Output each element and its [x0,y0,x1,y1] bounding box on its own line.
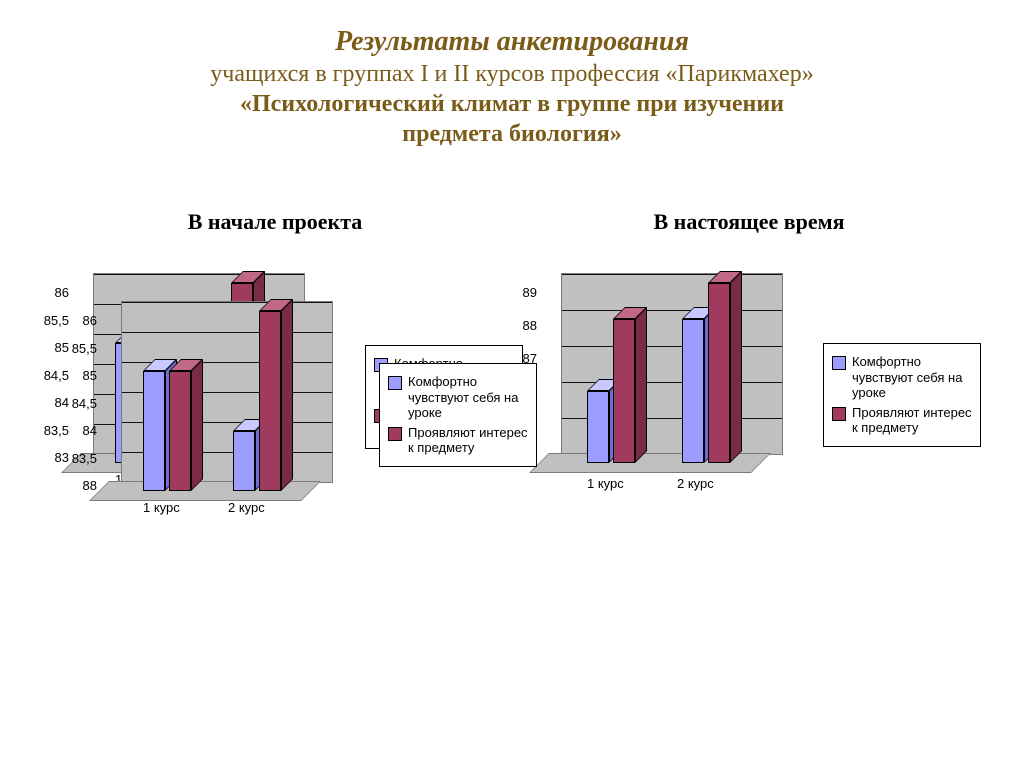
title-block: Результаты анкетирования учащихся в груп… [40,24,984,149]
charts-row: В начале проекта 86 85,5 85 84,5 84 83,5… [40,209,984,545]
ytick: 84 [43,395,73,410]
legend-row: Комфортно чувствуют себя на уроке [388,374,528,421]
legend-row: Проявляют интерес к предмету [388,425,528,456]
ytick: 83,5 [71,451,101,466]
chart-2-body: 89 88 87 86 85 84 [517,285,981,505]
ytick: 83 [43,450,73,465]
legend-swatch-2 [388,427,402,441]
chart-2-xlabel-1: 1 курс [587,476,624,491]
chart-1b-xlabel-2: 2 курс [228,500,265,515]
title-sub-2b: предмета биология» [40,119,984,149]
legend-swatch-1 [388,376,402,390]
chart-1-body: 86 85,5 85 84,5 84 83,5 83 [45,285,505,545]
legend-row: Проявляют интерес к предмету [832,405,972,436]
legend-label-1: Комфортно чувствуют себя на уроке [408,374,528,421]
ytick: 86 [71,313,101,328]
ytick: 84,5 [71,396,101,411]
ytick: 84 [71,423,101,438]
ytick: 85,5 [71,341,101,356]
ytick: 83,5 [43,423,73,438]
legend-row: Комфортно чувствуют себя на уроке [832,354,972,401]
chart-1-overlapped-panels: 86 85,5 85 84,5 84 83,5 83 [45,285,365,545]
ytick: 85,5 [43,313,73,328]
chart-2-column: В настоящее время 89 88 87 86 85 84 [514,209,984,545]
legend-label-1: Комфортно чувствуют себя на уроке [852,354,972,401]
title-sub-2a: «Психологический климат в группе при изу… [40,89,984,119]
ytick: 84,5 [43,368,73,383]
chart-2-title: В настоящее время [654,209,845,235]
chart-1-title: В начале проекта [188,209,363,235]
slide: Результаты анкетирования учащихся в груп… [0,0,1024,767]
title-main: Результаты анкетирования [40,24,984,59]
chart-1b-xlabel-1: 1 курс [143,500,180,515]
chart-1a-yaxis: 86 85,5 85 84,5 84 83,5 83 [43,285,73,465]
chart-2-xlabel-2: 2 курс [677,476,714,491]
ytick: 88 [71,478,101,493]
chart-2-legend: Комфортно чувствуют себя на уроке Проявл… [823,343,981,447]
legend-label-2: Проявляют интерес к предмету [408,425,528,456]
legend-swatch-2 [832,407,846,421]
legend-swatch-1 [832,356,846,370]
chart-2-plot: 89 88 87 86 85 84 [517,285,807,505]
chart-1-column: В начале проекта 86 85,5 85 84,5 84 83,5… [40,209,510,545]
ytick: 88 [515,318,541,333]
chart-1-legend-stack: Комфортно чувствуют себя на уроке Проявл… [365,345,505,485]
ytick: 85 [43,340,73,355]
chart-1b-yaxis: 86 85,5 85 84,5 84 83,5 88 [71,313,101,493]
legend-label-2: Проявляют интерес к предмету [852,405,972,436]
chart-1-panel-b: 86 85,5 85 84,5 84 83,5 88 [73,313,363,513]
chart-1-legend-b: Комфортно чувствуют себя на уроке Проявл… [379,363,537,467]
ytick: 86 [43,285,73,300]
ytick: 89 [515,285,541,300]
ytick: 85 [71,368,101,383]
title-sub-1: учащихся в группах I и II курсов професс… [40,59,984,89]
